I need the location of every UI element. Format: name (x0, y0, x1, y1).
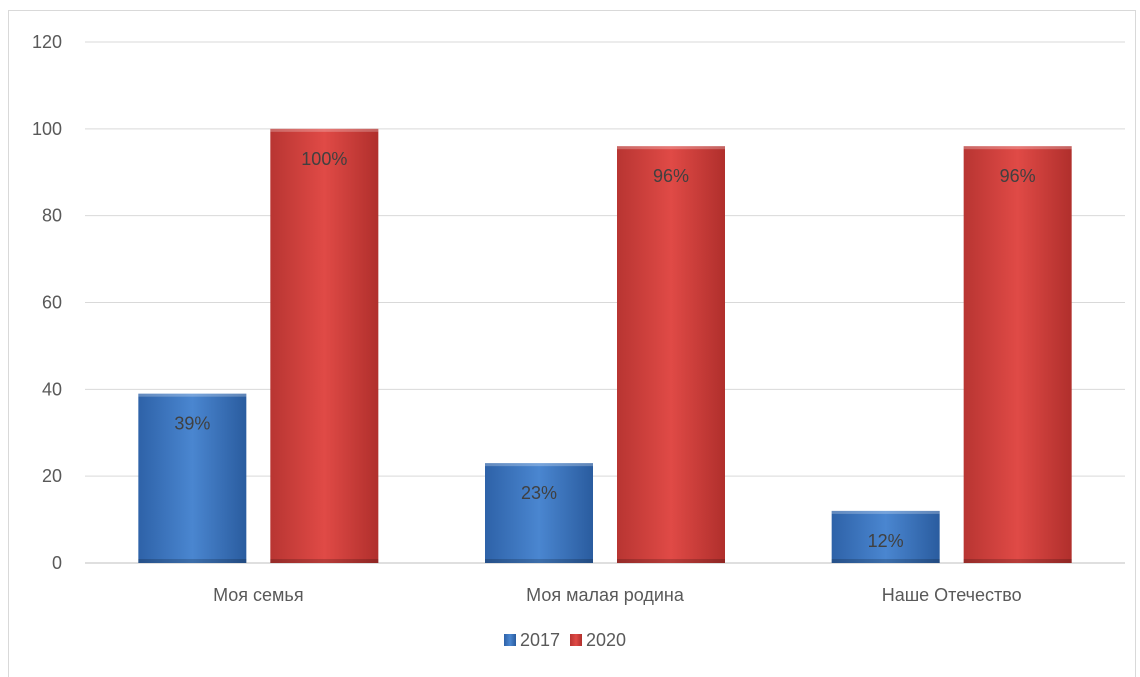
bar-bevel-bottom (485, 559, 593, 563)
data-label: 23% (521, 483, 557, 503)
bar-bevel-bottom (963, 559, 1072, 563)
bar-bevel-top (831, 510, 940, 514)
bar-bevel-bottom (831, 559, 940, 563)
bar-2020-0 (270, 128, 379, 564)
bar-bevel-bottom (270, 559, 379, 563)
bar-bevel-bottom (617, 559, 725, 563)
legend-label: 2017 (520, 630, 560, 650)
x-category-label: Наше Отечество (882, 585, 1022, 605)
bar-bevel-top (963, 146, 1072, 150)
bar-bevel-top (138, 393, 247, 397)
y-tick-label: 0 (52, 553, 62, 573)
bar-2020-2 (963, 146, 1072, 563)
y-axis-ticks: 0 20 40 60 80 100 120 (32, 32, 62, 573)
bar-bevel-bottom (138, 559, 247, 563)
bars: 39% 100% 23% 96% 12% 96% (138, 128, 1072, 564)
legend-swatch-2020 (570, 634, 582, 646)
y-tick-label: 120 (32, 32, 62, 52)
data-label: 100% (301, 149, 347, 169)
legend: 2017 2020 (504, 630, 626, 650)
gridlines (85, 41, 1125, 564)
chart-frame (8, 10, 1136, 677)
bar-bevel-top (485, 463, 593, 467)
legend-label: 2020 (586, 630, 626, 650)
data-label: 96% (1000, 166, 1036, 186)
x-axis-categories: Моя семья Моя малая родина Наше Отечество (213, 585, 1022, 605)
x-category-label: Моя семья (213, 585, 303, 605)
x-category-label: Моя малая родина (526, 585, 685, 605)
data-label: 96% (653, 166, 689, 186)
data-label: 39% (174, 414, 210, 434)
bar-bevel-top (617, 146, 725, 150)
bar-2017-2 (831, 510, 940, 563)
bar-bevel-top (270, 128, 379, 132)
legend-swatch-2017 (504, 634, 516, 646)
bar-2017-0 (138, 393, 247, 563)
data-label: 12% (868, 531, 904, 551)
bar-2020-1 (617, 146, 725, 563)
y-tick-label: 60 (42, 293, 62, 313)
y-tick-label: 100 (32, 119, 62, 139)
bar-2017-1 (485, 463, 593, 563)
y-tick-label: 20 (42, 466, 62, 486)
y-tick-label: 80 (42, 206, 62, 226)
y-tick-label: 40 (42, 379, 62, 399)
